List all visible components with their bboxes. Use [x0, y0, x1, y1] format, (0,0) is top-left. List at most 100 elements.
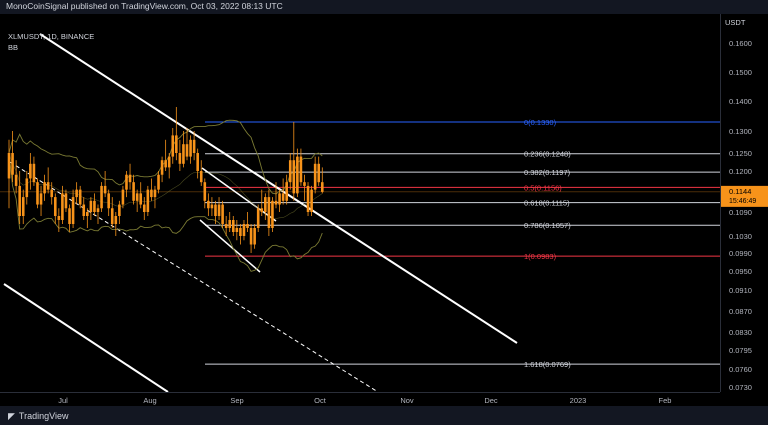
candle[interactable]	[274, 182, 278, 209]
price-axis[interactable]: 0.1600 0.1500 0.1400 0.1300 0.1250 0.1200 0.10…	[720, 14, 768, 392]
candle[interactable]	[135, 189, 139, 212]
candle[interactable]	[210, 197, 214, 216]
candle[interactable]	[96, 204, 100, 224]
candle[interactable]	[264, 193, 267, 220]
candle[interactable]	[29, 153, 32, 190]
candle[interactable]	[288, 153, 292, 190]
candle[interactable]	[153, 185, 157, 209]
candle[interactable]	[317, 156, 321, 186]
candle[interactable]	[278, 189, 281, 212]
candle[interactable]	[50, 182, 54, 205]
candle[interactable]	[114, 212, 118, 236]
candle[interactable]	[146, 185, 150, 216]
candle[interactable]	[150, 178, 153, 201]
candle[interactable]	[281, 178, 285, 205]
candle[interactable]	[175, 107, 178, 161]
candle[interactable]	[11, 131, 14, 183]
candle[interactable]	[7, 139, 11, 209]
candle[interactable]	[93, 193, 96, 216]
candle[interactable]	[157, 171, 160, 194]
candle[interactable]	[14, 160, 18, 194]
candle[interactable]	[86, 208, 89, 228]
candle[interactable]	[64, 189, 68, 212]
candle[interactable]	[224, 216, 228, 236]
candle[interactable]	[46, 167, 50, 194]
candle[interactable]	[100, 182, 103, 212]
candle[interactable]	[103, 171, 107, 198]
candle[interactable]	[160, 156, 164, 183]
candle[interactable]	[36, 178, 39, 209]
candle[interactable]	[296, 148, 299, 198]
candle[interactable]	[89, 197, 93, 220]
candle[interactable]	[178, 139, 182, 171]
candle[interactable]	[189, 135, 192, 164]
short-channel-lower[interactable]	[199, 219, 261, 273]
candle[interactable]	[249, 224, 253, 253]
candle[interactable]	[68, 204, 71, 232]
candle[interactable]	[196, 148, 199, 179]
candle[interactable]	[39, 185, 43, 216]
indicator-label[interactable]: BB	[8, 43, 19, 52]
candle[interactable]	[25, 171, 29, 205]
candle[interactable]	[121, 185, 125, 209]
candle[interactable]	[231, 216, 235, 236]
upper-trendline[interactable]	[39, 33, 518, 344]
price-axis-scale[interactable]: 0.1600 0.1500 0.1400 0.1300 0.1250 0.1200 0.10…	[721, 14, 768, 392]
candle[interactable]	[221, 200, 224, 228]
candle[interactable]	[57, 208, 61, 232]
candle[interactable]	[214, 200, 217, 224]
short-channel-upper[interactable]	[201, 167, 277, 222]
candle[interactable]	[313, 156, 317, 194]
candle[interactable]	[242, 220, 246, 241]
lower-trendline[interactable]	[3, 283, 169, 392]
chart-area[interactable]: 0(0.1330) 0.236(0.1248) 0.382(0.1197) 0.5(0…	[0, 14, 720, 392]
candle[interactable]	[256, 204, 260, 232]
candle[interactable]	[43, 174, 46, 201]
candle[interactable]	[18, 171, 21, 224]
candle[interactable]	[53, 193, 57, 224]
candle[interactable]	[75, 182, 78, 205]
candle[interactable]	[320, 167, 324, 194]
candle[interactable]	[260, 189, 264, 216]
candle[interactable]	[164, 139, 167, 171]
candle[interactable]	[71, 189, 75, 228]
candle[interactable]	[239, 224, 242, 245]
time-axis-scale[interactable]: Jul Aug Sep Oct Nov Dec 2023 Feb	[0, 393, 720, 407]
candle[interactable]	[246, 212, 249, 232]
candle[interactable]	[118, 200, 121, 224]
candle[interactable]	[310, 185, 313, 216]
candle[interactable]	[303, 174, 306, 201]
candle[interactable]	[203, 178, 207, 209]
candle[interactable]	[78, 185, 82, 209]
candle[interactable]	[167, 153, 171, 179]
candle[interactable]	[228, 212, 232, 232]
symbol-label[interactable]: XLMUSDT, 1D, BINANCE	[8, 32, 95, 41]
candle[interactable]	[182, 131, 185, 168]
candle[interactable]	[142, 197, 146, 220]
mid-trendline[interactable]	[9, 161, 379, 392]
tradingview-logo[interactable]: ◤ TradingView	[8, 411, 68, 422]
time-axis[interactable]: Jul Aug Sep Oct Nov Dec 2023 Feb	[0, 392, 720, 407]
candle[interactable]	[110, 197, 114, 228]
candle[interactable]	[292, 122, 296, 201]
candle[interactable]	[21, 189, 25, 224]
candle[interactable]	[125, 171, 128, 198]
candle[interactable]	[139, 182, 143, 209]
candle[interactable]	[185, 128, 189, 161]
candle[interactable]	[235, 220, 239, 241]
candle[interactable]	[82, 197, 86, 220]
candle[interactable]	[132, 174, 135, 205]
candle[interactable]	[107, 189, 110, 216]
candle[interactable]	[32, 156, 36, 186]
candle[interactable]	[299, 148, 303, 186]
candle[interactable]	[61, 185, 64, 224]
candle[interactable]	[285, 174, 288, 205]
candle[interactable]	[253, 224, 256, 249]
price-chart[interactable]: 0(0.1330) 0.236(0.1248) 0.382(0.1197) 0.5(0…	[0, 14, 720, 392]
candle[interactable]	[207, 193, 210, 216]
candle[interactable]	[267, 189, 271, 236]
candle[interactable]	[199, 160, 203, 186]
candle[interactable]	[217, 197, 221, 220]
candle[interactable]	[192, 131, 196, 161]
candle[interactable]	[171, 128, 175, 164]
